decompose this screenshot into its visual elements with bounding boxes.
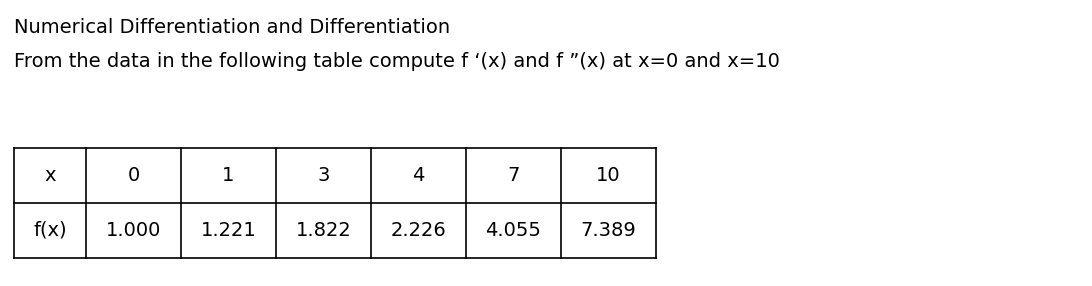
Text: 3: 3 bbox=[318, 166, 330, 185]
Text: 7: 7 bbox=[508, 166, 520, 185]
Text: 10: 10 bbox=[596, 166, 621, 185]
Text: 4: 4 bbox=[413, 166, 425, 185]
Text: Numerical Differentiation and Differentiation: Numerical Differentiation and Differenti… bbox=[14, 18, 450, 37]
Text: 4.055: 4.055 bbox=[486, 221, 542, 240]
Text: 0: 0 bbox=[128, 166, 140, 185]
Text: 1.822: 1.822 bbox=[296, 221, 352, 240]
Text: 1.221: 1.221 bbox=[201, 221, 257, 240]
Text: x: x bbox=[45, 166, 56, 185]
Text: 1: 1 bbox=[223, 166, 235, 185]
Text: 2.226: 2.226 bbox=[391, 221, 447, 240]
Text: From the data in the following table compute f ‘(x) and f ”(x) at x=0 and x=10: From the data in the following table com… bbox=[14, 52, 780, 71]
Text: 7.389: 7.389 bbox=[581, 221, 637, 240]
Text: f(x): f(x) bbox=[33, 221, 67, 240]
Text: 1.000: 1.000 bbox=[106, 221, 162, 240]
